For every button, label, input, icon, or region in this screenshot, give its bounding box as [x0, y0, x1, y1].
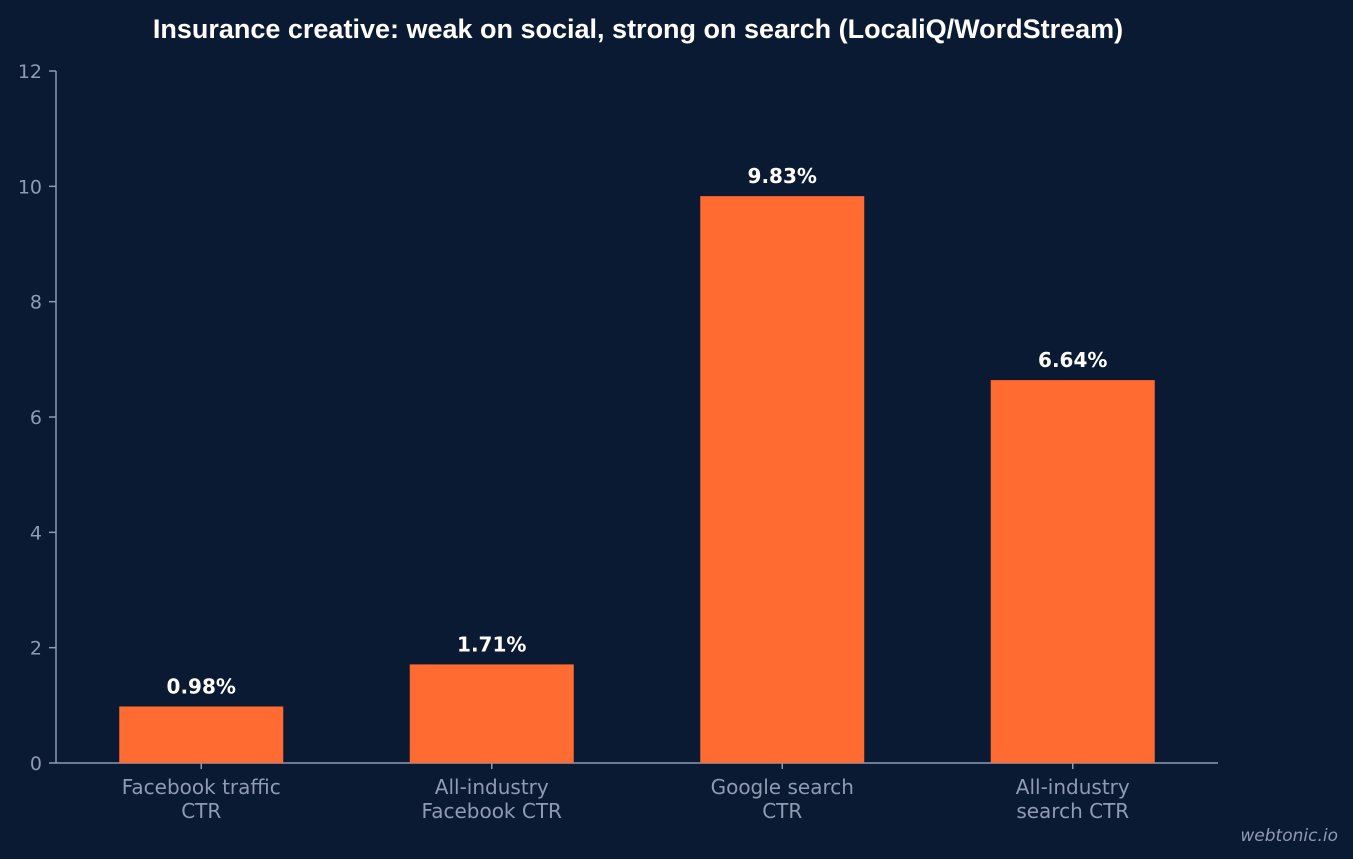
watermark-text: webtonic.io [1240, 826, 1338, 846]
x-tick-label-line: search CTR [1016, 799, 1129, 823]
bar [119, 706, 284, 763]
y-axis: 0 2 4 6 8 10 12 [18, 61, 57, 775]
bar [990, 380, 1155, 763]
bar-data-label: 0.98% [167, 674, 236, 698]
y-tick-label: 6 [30, 407, 42, 429]
y-tick-label: 4 [30, 522, 42, 544]
chart-title: Insurance creative: weak on social, stro… [153, 14, 1123, 44]
x-tick-label-line: Facebook traffic [122, 775, 281, 799]
x-tick-label-line: Google search [711, 775, 854, 799]
x-tick-label-line: Facebook CTR [422, 799, 563, 823]
y-tick-label: 2 [30, 638, 42, 660]
x-tick-label-line: All-industry [1016, 775, 1130, 799]
y-tick-label: 12 [18, 61, 42, 83]
y-tick-label: 8 [30, 292, 42, 314]
x-tick-label-line: CTR [762, 799, 802, 823]
bar-data-label: 1.71% [457, 632, 526, 656]
x-tick-label-line: CTR [181, 799, 221, 823]
bar [409, 664, 574, 763]
y-tick-label: 0 [30, 753, 42, 775]
x-tick-label: Google search CTR [711, 775, 854, 823]
x-tick-label: All-industry search CTR [1016, 775, 1130, 823]
bar [700, 196, 865, 764]
data-labels-group: 0.98% 1.71% 9.83% 6.64% [167, 164, 1108, 698]
bar-data-label: 6.64% [1038, 348, 1107, 372]
x-tick-label-line: All-industry [435, 775, 549, 799]
y-tick-label: 10 [18, 176, 42, 198]
x-tick-label: All-industry Facebook CTR [422, 775, 563, 823]
bars-group [119, 196, 1155, 764]
x-tick-label: Facebook traffic CTR [122, 775, 281, 823]
bar-data-label: 9.83% [748, 164, 817, 188]
